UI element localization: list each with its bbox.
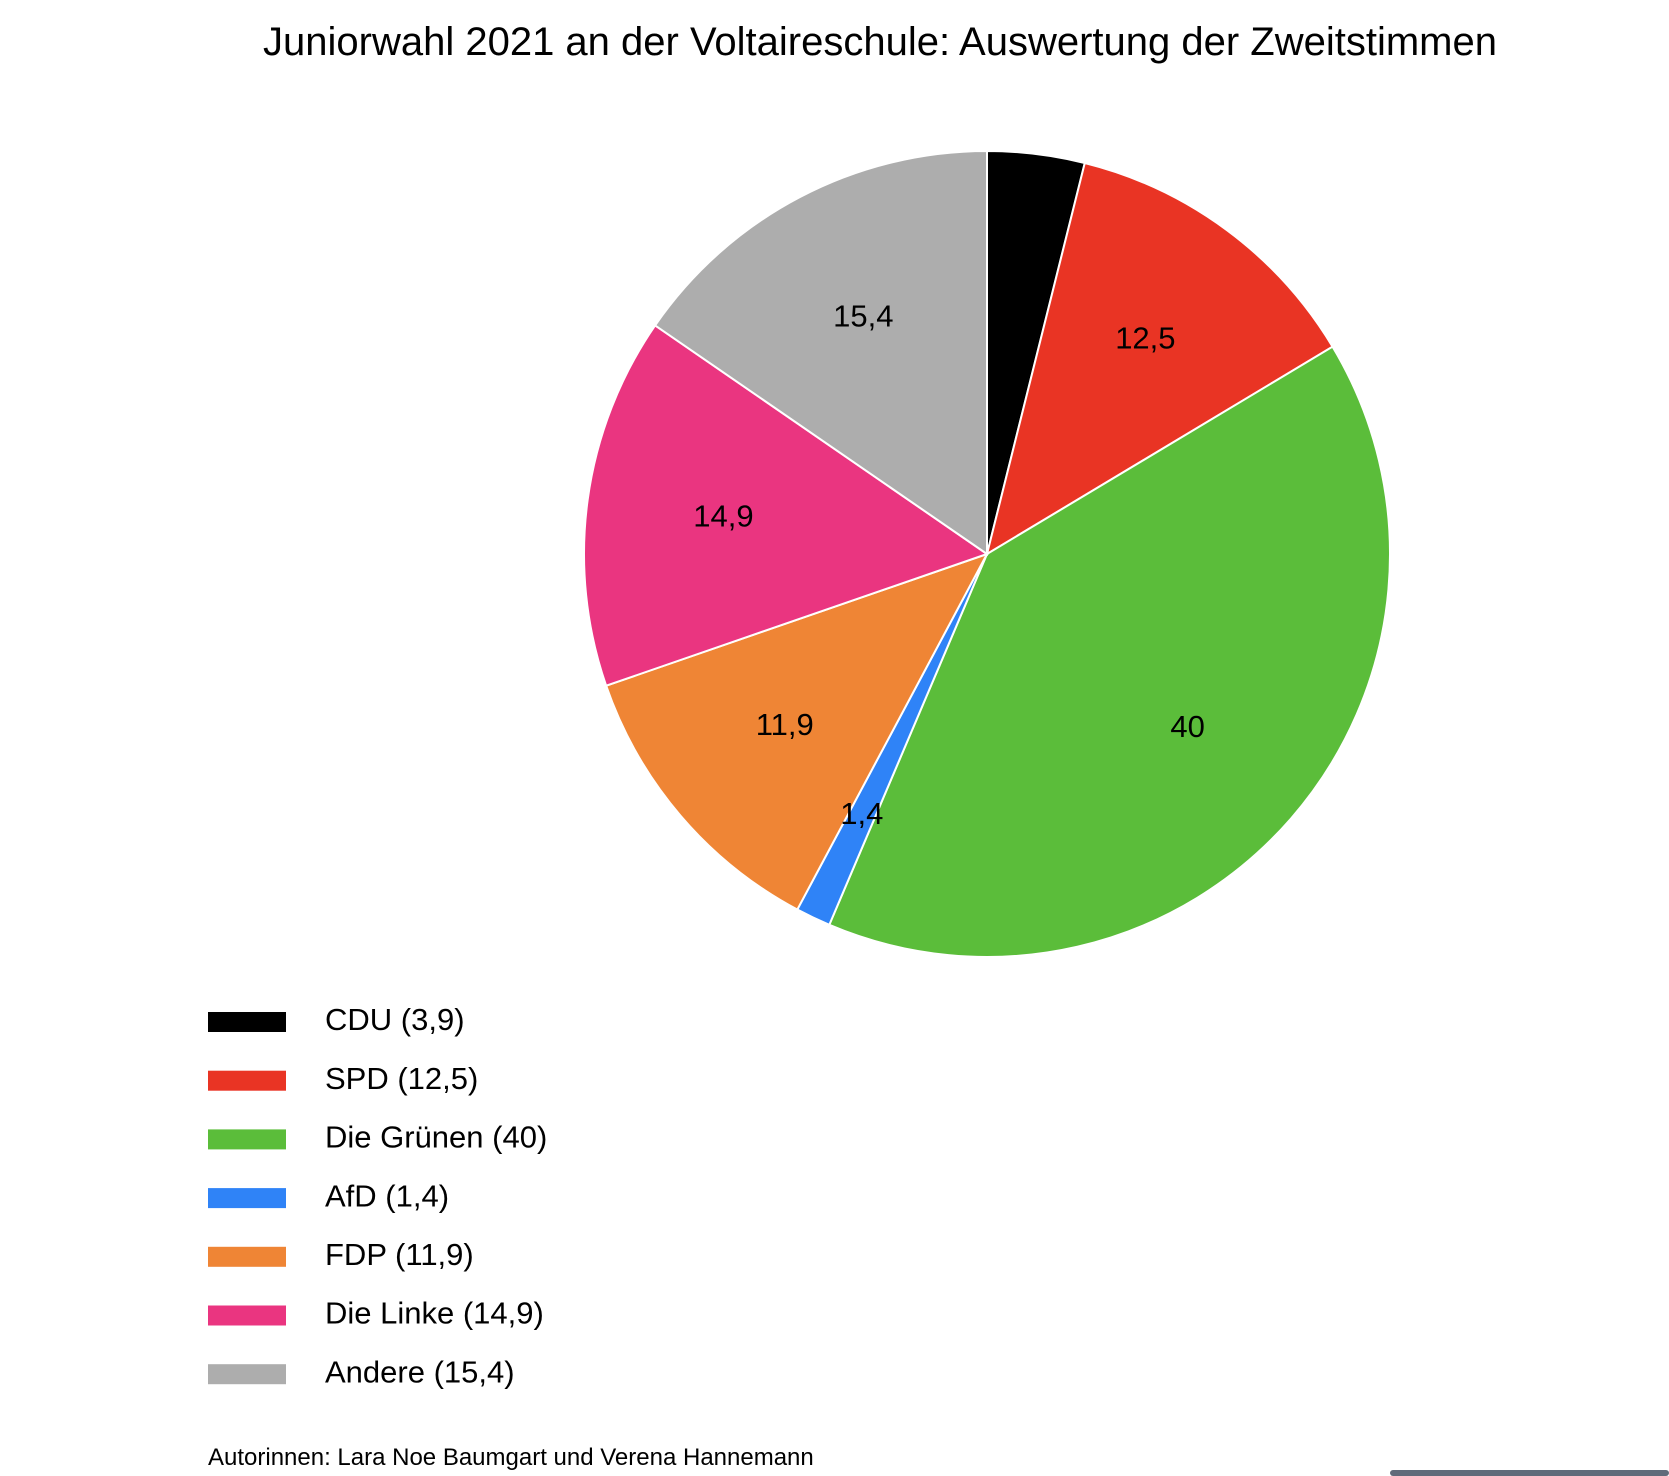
pie-slice-labels: 12,5 40 1,4 11,9 14,9 15,4 [693,299,1205,831]
pie-slice-die-gr-nen [827,345,1391,958]
legend-swatch [208,1364,286,1385]
legend: CDU (3,9) SPD (12,5) Die Grünen (40) AfD (1… [208,1002,547,1389]
slice-value-label: 11,9 [756,707,814,742]
pie-slice-die-linke [583,323,990,688]
legend-swatch [208,1246,286,1267]
legend-label: Die Linke (14,9) [325,1296,544,1331]
pie-slice-fdp [604,552,990,911]
legend-swatch [208,1070,286,1091]
legend-label: CDU (3,9) [325,1002,465,1037]
scrollbar-edge [1390,1470,1669,1476]
legend-label: FDP (11,9) [325,1237,474,1272]
legend-label: Andere (15,4) [325,1354,515,1389]
legend-swatch [208,1129,286,1150]
legend-swatch [208,1012,286,1032]
legend-swatch [208,1305,286,1326]
slice-value-label: 15,4 [833,299,893,334]
chart-title: Juniorwahl 2021 an der Voltaireschule: A… [263,20,1497,64]
slice-value-label: 12,5 [1115,320,1175,355]
slice-value-label: 1,4 [840,796,883,831]
pie-slice-andere [653,149,988,556]
author-credit: Autorinnen: Lara Noe Baumgart und Verena… [208,1444,814,1471]
pie-slices [583,149,1391,958]
legend-label: Die Grünen (40) [325,1120,547,1155]
legend-label: AfD (1,4) [325,1178,449,1213]
legend-label: SPD (12,5) [325,1061,478,1096]
slice-value-label: 14,9 [693,498,753,533]
pie-slice-spd [985,161,1334,557]
legend-swatch [208,1188,286,1209]
slice-value-label: 40 [1170,709,1204,744]
